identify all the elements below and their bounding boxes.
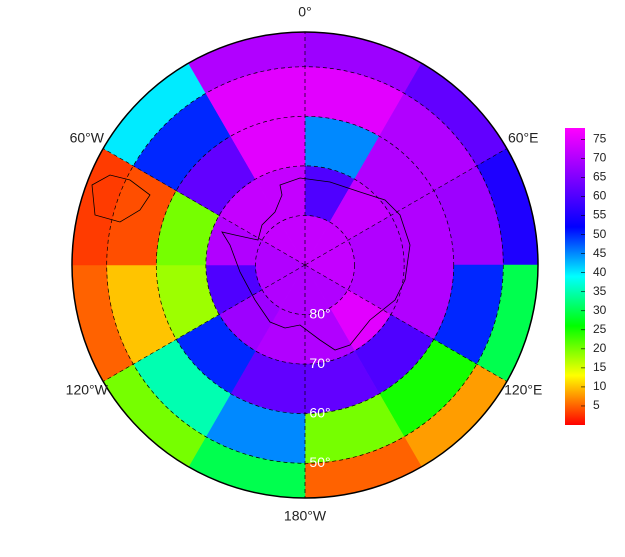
colorbar-label: 35 [593, 284, 607, 298]
colorbar-label: 65 [593, 170, 607, 184]
latitude-label: 60° [309, 404, 330, 420]
latitude-label: 50° [309, 454, 330, 470]
coastline [221, 177, 411, 351]
longitude-label: 60°W [70, 130, 105, 146]
longitude-line [304, 264, 507, 382]
colorbar-label: 60 [593, 189, 607, 203]
longitude-label: 120°W [66, 382, 109, 398]
colorbar-label: 40 [593, 265, 607, 279]
colorbar-label: 20 [593, 341, 607, 355]
longitude-line [103, 148, 306, 266]
colorbar-label: 55 [593, 208, 607, 222]
latitude-label: 80° [309, 305, 330, 321]
longitude-line [304, 148, 507, 266]
longitude-label: 120°E [504, 382, 542, 398]
colorbar-label: 45 [593, 246, 607, 260]
longitude-label: 60°E [508, 130, 539, 146]
latitude-label: 70° [309, 355, 330, 371]
coastline [91, 174, 151, 223]
colorbar-label: 70 [593, 151, 607, 165]
longitude-label: 180°W [284, 508, 327, 524]
longitude-label: 0° [298, 4, 311, 20]
colorbar-label: 10 [593, 379, 607, 393]
colorbar-label: 5 [593, 398, 600, 412]
colorbar-label: 50 [593, 227, 607, 241]
colorbar-label: 25 [593, 322, 607, 336]
colorbar-label: 75 [593, 132, 607, 146]
colorbar [565, 128, 585, 425]
colorbar-label: 15 [593, 360, 607, 374]
colorbar-label: 30 [593, 303, 607, 317]
longitude-line [103, 264, 306, 382]
